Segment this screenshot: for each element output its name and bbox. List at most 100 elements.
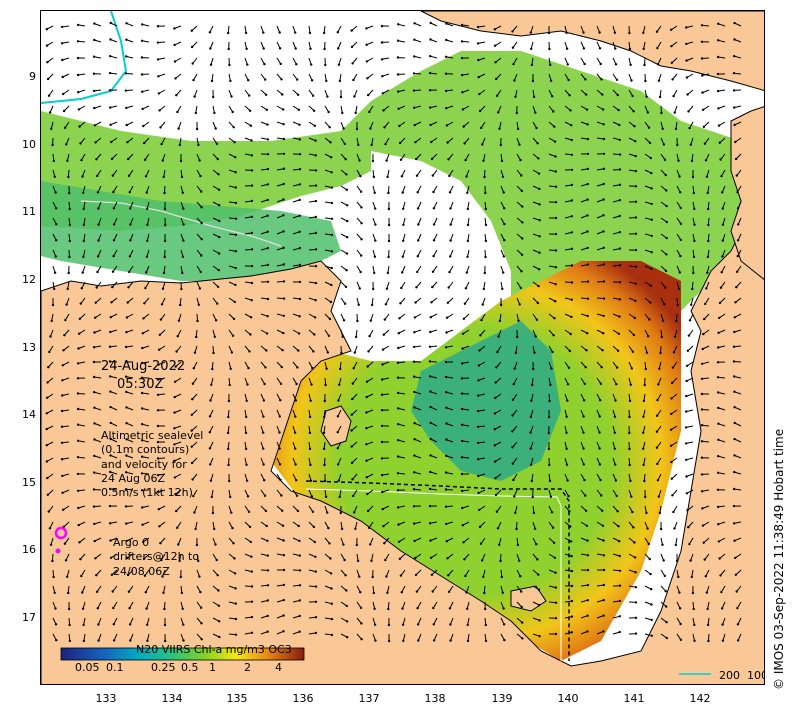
velocity-arrow-head	[298, 614, 301, 618]
velocity-arrow-head	[549, 63, 552, 67]
velocity-arrow-head	[338, 383, 341, 386]
velocity-arrow-head	[359, 190, 363, 193]
velocity-arrow-head	[217, 589, 220, 592]
velocity-arrow-head	[81, 175, 84, 178]
velocity-arrow-head	[416, 270, 419, 274]
velocity-arrow-head	[387, 191, 390, 195]
velocity-arrow-head	[412, 345, 416, 349]
velocity-arrow-head	[601, 509, 604, 512]
velocity-arrow-head	[618, 599, 622, 603]
velocity-arrow-head	[314, 631, 318, 635]
velocity-arrow-head	[156, 25, 160, 28]
velocity-arrow-head	[672, 94, 675, 98]
velocity-arrow-head	[182, 623, 185, 626]
velocity-arrow-head	[642, 47, 645, 51]
velocity-arrow-head	[617, 525, 620, 528]
velocity-arrow-head	[601, 108, 605, 111]
velocity-arrow-head	[584, 78, 587, 81]
velocity-arrow-head	[432, 606, 435, 610]
velocity-arrow-head	[634, 200, 638, 203]
velocity-arrow-head	[244, 31, 248, 35]
velocity-arrow-head	[721, 191, 724, 194]
velocity-arrow-head	[448, 191, 452, 194]
velocity-arrow-head	[55, 239, 58, 242]
velocity-arrow-head	[586, 214, 589, 217]
velocity-arrow-head	[93, 438, 96, 441]
velocity-arrow-head	[366, 365, 369, 368]
velocity-arrow-head	[197, 303, 200, 306]
velocity-arrow-head	[47, 94, 51, 97]
velocity-arrow-head	[615, 383, 618, 386]
velocity-arrow-head	[163, 623, 167, 627]
velocity-arrow-head	[484, 623, 487, 627]
velocity-arrow-head	[108, 345, 112, 348]
velocity-arrow-head	[445, 422, 448, 425]
velocity-arrow-head	[380, 24, 384, 28]
velocity-arrow-head	[330, 186, 333, 189]
velocity-arrow-head	[282, 263, 285, 266]
velocity-arrow-head	[54, 191, 57, 194]
velocity-arrow-head	[520, 605, 523, 609]
velocity-arrow-head	[355, 127, 359, 131]
velocity-arrow-head	[478, 525, 482, 529]
velocity-arrow-head	[190, 445, 193, 448]
velocity-arrow-head	[234, 156, 237, 159]
velocity-arrow-head	[213, 111, 216, 115]
velocity-arrow-head	[447, 286, 450, 289]
velocity-arrow-head	[413, 522, 416, 525]
velocity-arrow-head	[464, 574, 467, 578]
velocity-arrow-head	[684, 426, 688, 429]
velocity-arrow-head	[533, 527, 537, 530]
velocity-arrow-head	[647, 126, 651, 129]
velocity-arrow-head	[535, 318, 539, 321]
velocity-arrow-head	[313, 124, 317, 128]
velocity-arrow-head	[535, 543, 538, 546]
velocity-arrow-head	[266, 554, 269, 557]
velocity-arrow-head	[432, 207, 436, 210]
velocity-arrow-head	[281, 349, 284, 352]
velocity-arrow-head	[314, 265, 318, 268]
velocity-arrow-head	[704, 575, 707, 578]
velocity-arrow-head	[77, 91, 80, 94]
velocity-arrow-head	[602, 568, 606, 572]
velocity-arrow-head	[339, 511, 342, 515]
velocity-arrow-head	[535, 126, 538, 130]
velocity-arrow-head	[109, 375, 112, 378]
velocity-arrow-head	[266, 599, 269, 602]
velocity-arrow-head	[351, 478, 354, 481]
velocity-arrow-head	[217, 604, 221, 607]
velocity-arrow-head	[553, 140, 557, 143]
velocity-arrow-head	[140, 39, 144, 42]
velocity-arrow-head	[215, 142, 219, 145]
velocity-arrow-head	[199, 590, 202, 594]
velocity-arrow-head	[402, 639, 405, 642]
velocity-arrow-head	[108, 71, 112, 75]
velocity-arrow-head	[159, 126, 162, 129]
velocity-arrow-head	[413, 331, 416, 334]
velocity-arrow-head	[678, 175, 681, 178]
velocity-arrow-head	[554, 266, 558, 269]
velocity-arrow-head	[82, 623, 85, 627]
velocity-arrow-head	[532, 367, 535, 371]
velocity-arrow-head	[62, 109, 66, 113]
velocity-arrow-head	[736, 239, 740, 242]
velocity-arrow-head	[733, 539, 736, 542]
velocity-arrow-head	[368, 334, 371, 338]
velocity-arrow-head	[460, 456, 464, 459]
velocity-arrow-head	[298, 183, 301, 186]
velocity-arrow-head	[717, 124, 721, 127]
lat-tick-label: 15	[22, 476, 36, 489]
velocity-arrow-head	[734, 573, 738, 576]
velocity-arrow-head	[323, 479, 327, 483]
velocity-arrow-head	[663, 303, 666, 306]
velocity-arrow-head	[482, 575, 485, 578]
velocity-arrow-head	[529, 415, 533, 418]
velocity-arrow-head	[96, 191, 100, 194]
velocity-arrow-head	[495, 77, 498, 81]
velocity-arrow-head	[162, 591, 165, 594]
velocity-arrow-head	[233, 141, 236, 144]
chlorophyll-map: 24-Aug-2022 05:30Z Altimetric sealevel (…	[40, 10, 765, 685]
low-chl-patch	[411, 321, 561, 481]
velocity-arrow-head	[582, 431, 585, 434]
velocity-arrow-head	[214, 319, 218, 322]
